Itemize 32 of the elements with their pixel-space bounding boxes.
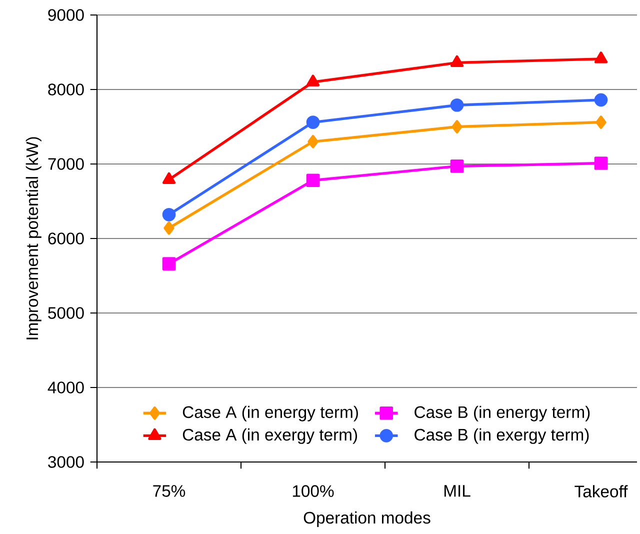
- x-tick-label: 75%: [153, 485, 186, 497]
- point: [162, 257, 176, 270]
- x-tick-label: MIL: [444, 485, 470, 497]
- point: [308, 134, 318, 148]
- legend-label: Case A (in exergy term): [182, 428, 358, 444]
- point: [594, 156, 608, 170]
- point: [450, 160, 464, 173]
- point: [306, 74, 320, 86]
- legend-label: Case B (in exergy term): [414, 428, 589, 444]
- y-tick-label: 3000: [48, 456, 84, 468]
- legend-label: Case A (in energy term): [182, 406, 358, 422]
- y-tick-label: 8000: [48, 84, 84, 96]
- point: [596, 116, 606, 129]
- point: [164, 221, 174, 235]
- point: [306, 116, 320, 129]
- point: [450, 98, 464, 112]
- point: [450, 55, 464, 68]
- point: [594, 93, 608, 107]
- x-axis-title: Operation modes: [304, 511, 430, 527]
- point: [594, 52, 608, 64]
- legend-label: Case B (in energy term): [414, 406, 590, 422]
- y-tick-label: 6000: [48, 232, 84, 244]
- x-tick-label: 100%: [292, 485, 334, 497]
- y-tick-label: 7000: [48, 158, 84, 170]
- y-axis-title: Improvement potential (kW): [26, 137, 42, 340]
- point: [162, 208, 176, 222]
- y-tick-label: 5000: [48, 307, 84, 319]
- point: [452, 120, 462, 134]
- y-tick-label: 9000: [48, 9, 84, 21]
- x-tick-label: Takeoff: [574, 485, 628, 498]
- y-tick-label: 4000: [48, 382, 84, 394]
- point: [306, 174, 320, 188]
